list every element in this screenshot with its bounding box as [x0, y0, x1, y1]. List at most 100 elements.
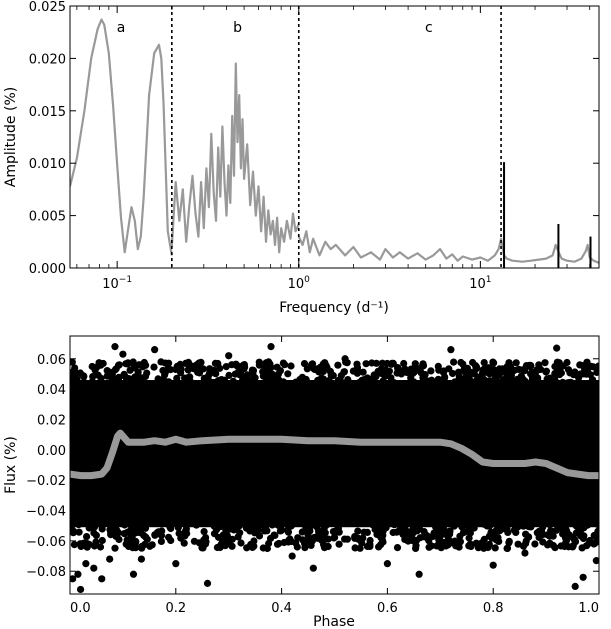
amplitude-spectrum-panel: a b c 0.000 0.005 0.010 0.015 0.020 0.025 10−1 100…: [3, 0, 600, 316]
region-label-a: a: [117, 20, 126, 36]
data-point: [584, 521, 592, 529]
data-point: [354, 368, 362, 376]
data-point-outlier-24: [553, 344, 561, 352]
phase-folded-lightcurve-panel: −0.08 −0.06 −0.04 −0.02 0.00 0.02 0.04 0.06 0.0 0…: [3, 335, 600, 629]
data-point: [552, 526, 561, 534]
data-point: [319, 375, 328, 383]
data-point: [120, 530, 128, 538]
data-point: [287, 362, 295, 370]
data-point: [264, 374, 272, 382]
data-point: [335, 540, 343, 548]
data-point: [272, 520, 280, 528]
data-point: [439, 368, 448, 377]
data-point: [303, 365, 311, 373]
data-point: [184, 366, 192, 374]
data-point-outlier-2: [76, 585, 85, 594]
data-point: [284, 538, 292, 546]
data-point: [578, 544, 586, 552]
data-point: [410, 368, 418, 376]
data-point: [242, 524, 250, 532]
data-point: [440, 374, 448, 382]
data-point: [455, 368, 463, 376]
data-point: [276, 367, 284, 375]
data-point: [261, 364, 269, 372]
data-point: [98, 536, 106, 545]
spectrum-xtick-label-2: 101: [469, 275, 491, 292]
data-point: [115, 535, 123, 544]
region-label-c: c: [425, 20, 433, 36]
data-point: [545, 520, 554, 529]
data-point: [263, 359, 271, 367]
data-point: [228, 361, 236, 369]
data-point: [541, 359, 549, 367]
lightcurve-ytick-label-3: −0.02: [26, 474, 66, 489]
data-point: [249, 375, 257, 384]
data-point: [166, 523, 174, 531]
data-point-outlier-4: [90, 564, 98, 572]
data-point: [134, 368, 142, 376]
data-point: [389, 528, 397, 537]
data-point: [121, 372, 129, 380]
data-point: [142, 361, 150, 369]
data-point: [425, 543, 433, 551]
data-point: [557, 542, 565, 550]
data-point: [314, 376, 322, 384]
data-point: [459, 529, 467, 537]
data-point-outlier-10: [137, 555, 146, 563]
data-point: [430, 529, 438, 537]
data-point: [446, 527, 454, 535]
data-point: [469, 378, 477, 386]
data-point-outlier-12: [172, 560, 180, 568]
data-point: [95, 359, 103, 367]
spectrum-xtick-label-0: 10−1: [102, 275, 132, 292]
data-point: [454, 377, 462, 385]
data-point: [177, 534, 185, 542]
data-point: [307, 541, 315, 550]
data-point: [526, 361, 534, 369]
data-point-outlier-29: [576, 370, 585, 378]
data-point: [559, 362, 567, 370]
data-point: [445, 365, 453, 373]
data-point: [157, 537, 165, 546]
data-point: [302, 522, 310, 531]
data-point-outlier-21: [447, 346, 455, 354]
spectrum-frame: [69, 5, 600, 269]
data-point: [359, 368, 367, 376]
data-point: [161, 359, 169, 367]
data-point: [571, 538, 580, 546]
data-point: [141, 372, 150, 381]
lightcurve-y-axis-label: Flux (%): [3, 436, 19, 494]
spectrum-series-2: [297, 230, 599, 264]
data-point: [292, 539, 300, 547]
data-point: [521, 367, 529, 375]
data-point: [240, 362, 248, 370]
data-point: [514, 540, 522, 548]
data-point: [389, 378, 397, 387]
data-point: [416, 534, 424, 542]
lightcurve-xtick-label-4: 0.8: [483, 601, 504, 616]
data-point: [106, 379, 114, 387]
data-point: [552, 378, 561, 386]
data-point: [248, 522, 257, 530]
data-point: [480, 375, 488, 383]
data-point: [92, 538, 100, 546]
mean-phase-curve: [70, 429, 599, 480]
data-point: [111, 366, 119, 374]
data-point: [70, 358, 76, 366]
data-point: [284, 526, 292, 534]
data-point: [88, 378, 96, 386]
data-point: [192, 521, 200, 529]
data-point: [336, 376, 344, 384]
data-point: [70, 541, 78, 549]
data-point: [275, 376, 283, 384]
lightcurve-xtick-label-3: 0.6: [377, 601, 398, 616]
data-point: [214, 377, 222, 385]
data-point-outlier-3: [82, 560, 90, 568]
data-point: [222, 363, 230, 371]
data-point: [284, 370, 292, 378]
data-point: [222, 526, 230, 534]
lightcurve-ytick-label-1: −0.06: [26, 535, 66, 550]
data-point: [200, 374, 208, 382]
data-point: [368, 359, 376, 367]
